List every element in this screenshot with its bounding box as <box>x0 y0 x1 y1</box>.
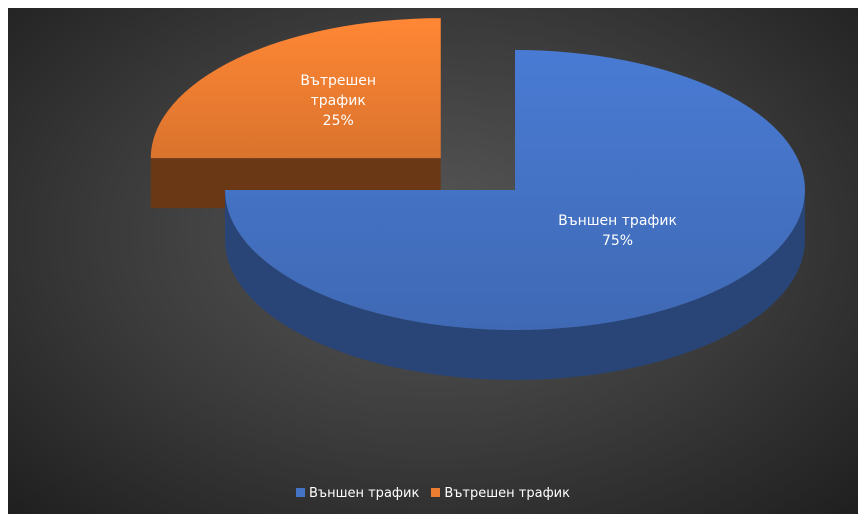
legend-item: Външен трафик <box>295 486 420 501</box>
pie-area <box>150 18 805 380</box>
legend-label: Външен трафик <box>308 486 420 501</box>
data-label-category: Вътрешен трафик <box>300 72 377 109</box>
legend-swatch <box>431 488 441 497</box>
data-label: Външен трафик 75% <box>528 211 708 251</box>
slice-top <box>225 50 805 330</box>
data-label-category: Външен трафик <box>558 213 677 230</box>
legend-item: Вътрешен трафик <box>431 486 570 501</box>
legend-label: Вътрешен трафик <box>444 486 570 501</box>
data-label-value: 75% <box>601 233 634 250</box>
data-label-value: 25% <box>322 112 354 129</box>
data-label: Вътрешен трафик 25% <box>293 71 383 131</box>
slice-wall <box>225 190 805 380</box>
chart: Външен трафик Вътрешен трафик Външен траф… <box>8 8 858 514</box>
legend: Външен трафик Вътрешен трафик <box>8 486 858 501</box>
slice-top <box>150 18 441 159</box>
legend-swatch <box>295 488 305 497</box>
